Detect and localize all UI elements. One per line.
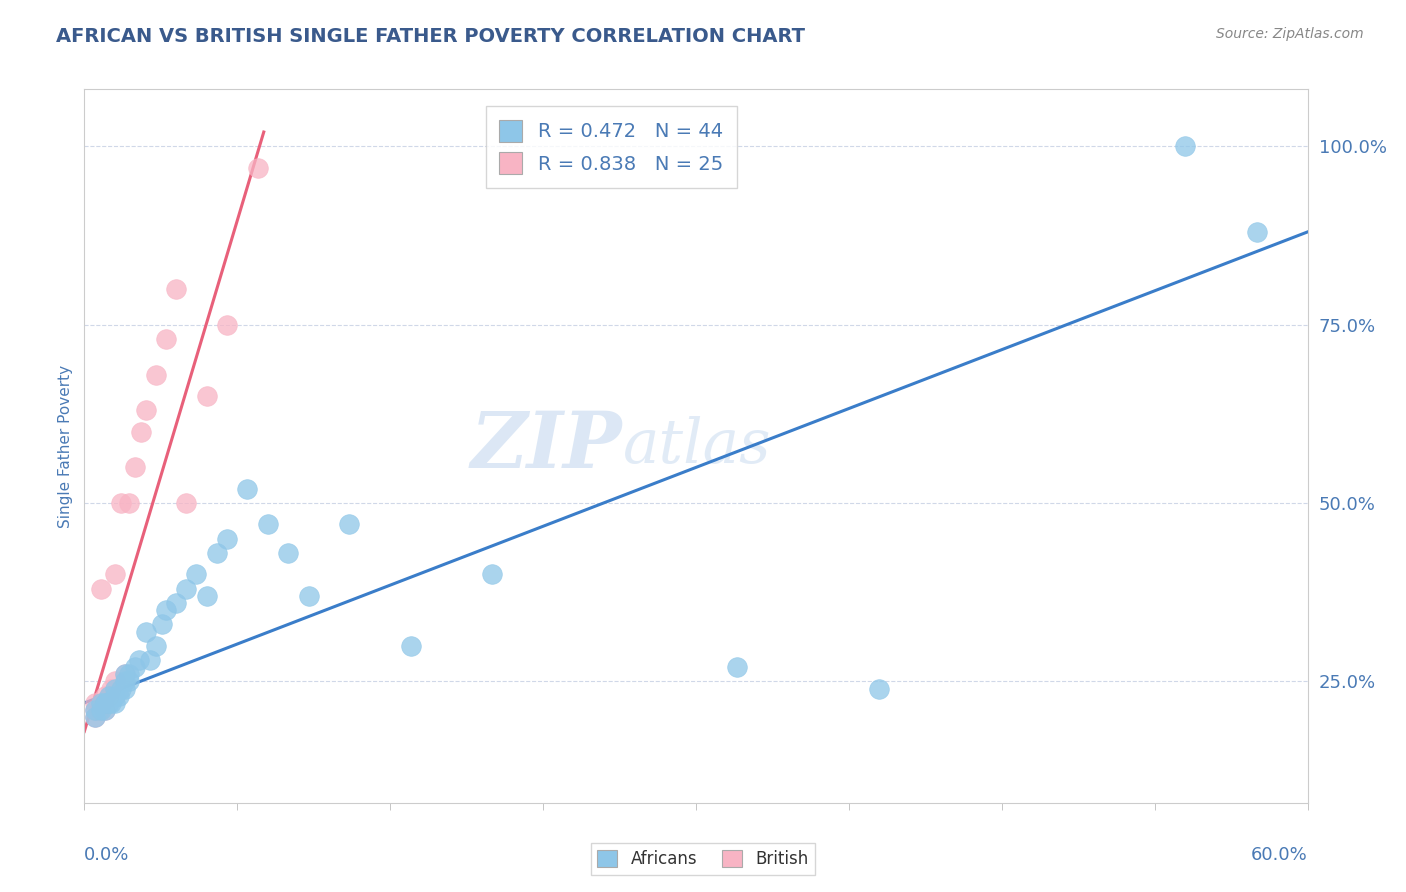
Point [104,681,127,696]
Point [93,689,115,703]
Point [83,703,105,717]
Point [339,517,360,532]
Text: atlas: atlas [623,416,770,476]
Point [87,703,110,717]
Point [108,689,131,703]
Point [83,710,105,724]
Point [128,653,150,667]
Point [93,696,115,710]
Point [1174,139,1197,153]
Point [217,532,239,546]
Point [110,681,132,696]
Text: Source: ZipAtlas.com: Source: ZipAtlas.com [1216,27,1364,41]
Point [124,660,146,674]
Point [195,389,218,403]
Legend: R = 0.472   N = 44, R = 0.838   N = 25: R = 0.472 N = 44, R = 0.838 N = 25 [485,106,737,188]
Point [138,653,160,667]
Point [104,696,127,710]
Point [298,589,321,603]
Point [114,681,136,696]
Point [93,696,115,710]
Point [481,567,503,582]
Point [399,639,422,653]
Y-axis label: Single Father Poverty: Single Father Poverty [58,365,73,527]
Point [124,460,146,475]
Point [83,710,105,724]
Point [165,282,187,296]
Point [257,517,280,532]
Point [97,689,120,703]
Point [145,368,167,382]
Point [118,667,141,681]
Point [104,674,127,689]
Point [155,332,177,346]
Point [131,425,153,439]
Point [93,703,115,717]
Point [90,696,112,710]
Point [174,582,197,596]
Point [114,674,136,689]
Text: 0.0%: 0.0% [84,846,129,863]
Point [205,546,228,560]
Point [83,703,105,717]
Point [236,482,259,496]
Point [1246,225,1268,239]
Point [100,681,122,696]
Point [277,546,299,560]
Point [100,696,122,710]
Text: 60.0%: 60.0% [1251,846,1308,863]
Point [145,639,167,653]
Point [90,703,112,717]
Point [118,674,141,689]
Point [90,696,112,710]
Text: ZIP: ZIP [471,408,623,484]
Point [869,681,891,696]
Point [135,624,157,639]
Point [97,689,120,703]
Point [217,318,239,332]
Point [246,161,269,175]
Point [104,689,127,703]
Point [118,496,141,510]
Point [135,403,157,417]
Text: AFRICAN VS BRITISH SINGLE FATHER POVERTY CORRELATION CHART: AFRICAN VS BRITISH SINGLE FATHER POVERTY… [56,27,806,45]
Point [165,596,187,610]
Point [93,703,115,717]
Point [114,667,136,681]
Point [104,567,127,582]
Legend: Africans, British: Africans, British [591,843,815,875]
Point [725,660,748,674]
Point [150,617,173,632]
Point [114,667,136,681]
Point [186,567,208,582]
Point [195,589,218,603]
Point [110,496,132,510]
Point [97,696,120,710]
Point [90,582,112,596]
Point [174,496,197,510]
Point [155,603,177,617]
Point [83,696,105,710]
